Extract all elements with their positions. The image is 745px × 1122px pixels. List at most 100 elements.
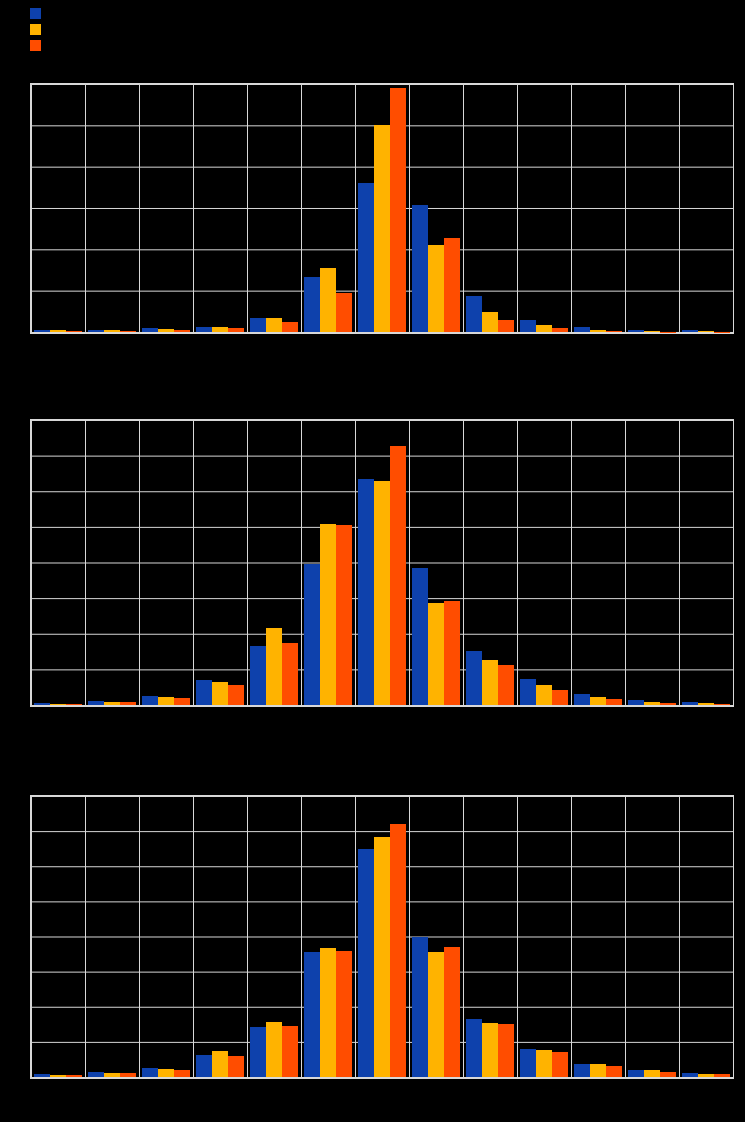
bar-series-amber: [212, 1051, 228, 1077]
bar-series-blue: [574, 1063, 591, 1077]
bar-series-blue: [520, 319, 537, 332]
bar-series-orange: [281, 322, 298, 332]
bar-series-amber: [590, 1063, 606, 1077]
bar-series-amber: [320, 267, 336, 332]
bar-series-blue: [34, 329, 51, 332]
bar-series-amber: [212, 327, 228, 332]
bar-series-orange: [173, 1069, 190, 1077]
histogram-bin: [301, 796, 355, 1077]
bar-group: [520, 420, 568, 705]
bar-series-orange: [173, 697, 190, 705]
bar-group: [682, 420, 730, 705]
bar-group: [466, 796, 514, 1077]
histogram-bin: [679, 420, 733, 705]
bar-series-blue: [358, 478, 375, 705]
bar-series-amber: [50, 1075, 66, 1077]
bar-group: [574, 796, 622, 1077]
bar-series-amber: [374, 837, 390, 1077]
bar-series-amber: [428, 951, 444, 1077]
bar-group: [358, 796, 406, 1077]
bar-series-blue: [412, 936, 429, 1077]
bar-series-orange: [605, 330, 622, 332]
histogram-bin: [85, 796, 139, 1077]
bar-group: [412, 84, 460, 332]
bar-series-blue: [34, 1074, 51, 1077]
histogram-bin: [355, 84, 409, 332]
histogram-bin: [571, 796, 625, 1077]
bar-chart-bottom: [30, 795, 734, 1079]
bar-series-amber: [536, 324, 552, 332]
bar-series-amber: [698, 331, 714, 332]
bar-group: [682, 796, 730, 1077]
histogram-bin: [247, 420, 301, 705]
bar-series-orange: [281, 642, 298, 705]
bar-series-amber: [590, 329, 606, 332]
histogram-bin: [247, 796, 301, 1077]
bar-group: [34, 420, 82, 705]
bar-series-orange: [65, 1074, 82, 1077]
bar-series-orange: [551, 327, 568, 332]
bar-series-orange: [605, 698, 622, 705]
bar-group: [628, 84, 676, 332]
bar-series-amber: [374, 480, 390, 705]
bar-series-blue: [142, 696, 159, 705]
bar-series-amber: [266, 1021, 282, 1077]
bar-group: [142, 84, 190, 332]
bar-group: [412, 796, 460, 1077]
bar-group: [304, 420, 352, 705]
histogram-bin: [139, 420, 193, 705]
bar-series-amber: [644, 331, 660, 332]
histogram-bin: [139, 84, 193, 332]
bar-group: [358, 420, 406, 705]
bar-series-orange: [335, 950, 352, 1077]
bar-chart-middle: [30, 419, 734, 707]
bar-group: [142, 420, 190, 705]
bar-series-amber: [212, 681, 228, 705]
bar-series-blue: [358, 183, 375, 332]
legend-swatch-orange: [30, 40, 41, 51]
bar-series-orange: [119, 330, 136, 332]
histogram-bin: [31, 420, 85, 705]
bar-series-orange: [659, 702, 676, 705]
bar-series-orange: [443, 237, 460, 332]
bar-group: [88, 84, 136, 332]
bar-group: [34, 796, 82, 1077]
histogram-bin: [679, 796, 733, 1077]
bar-series-orange: [443, 947, 460, 1077]
bar-series-orange: [605, 1066, 622, 1077]
bar-series-blue: [304, 952, 321, 1077]
bar-series-blue: [88, 1072, 105, 1077]
histogram-bin: [193, 420, 247, 705]
bar-series-orange: [497, 320, 514, 332]
histogram-bin: [301, 84, 355, 332]
bar-series-amber: [536, 1049, 552, 1077]
bar-group: [304, 84, 352, 332]
histogram-bin: [409, 420, 463, 705]
bar-group: [250, 420, 298, 705]
bar-series-blue: [682, 701, 699, 705]
bar-series-blue: [574, 694, 591, 705]
bar-series-blue: [412, 567, 429, 705]
bar-group: [196, 796, 244, 1077]
bar-series-orange: [65, 703, 82, 705]
histogram-bin: [139, 796, 193, 1077]
bar-group: [682, 84, 730, 332]
bar-group: [628, 796, 676, 1077]
bar-group: [304, 796, 352, 1077]
histogram-bin: [679, 84, 733, 332]
bar-group: [250, 84, 298, 332]
bar-group: [412, 420, 460, 705]
bar-series-amber: [158, 329, 174, 332]
histogram-bin: [247, 84, 301, 332]
bar-series-orange: [497, 1024, 514, 1077]
bar-series-blue: [88, 329, 105, 332]
bar-series-blue: [250, 645, 267, 705]
bar-series-amber: [482, 659, 498, 705]
histogram-bin: [517, 420, 571, 705]
bar-series-orange: [713, 1073, 730, 1077]
bar-series-orange: [551, 690, 568, 705]
histogram-bin: [517, 84, 571, 332]
bar-series-orange: [551, 1052, 568, 1077]
bar-series-blue: [520, 679, 537, 705]
histogram-bin: [31, 796, 85, 1077]
